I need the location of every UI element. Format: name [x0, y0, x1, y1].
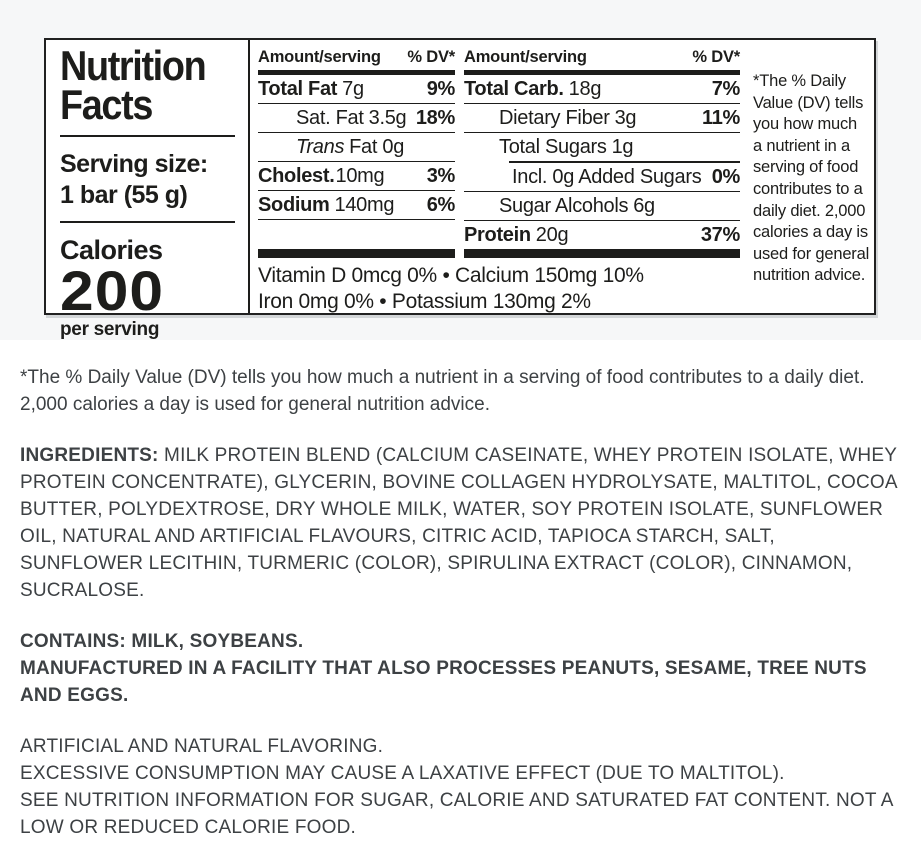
dv-note-paragraph: *The % Daily Value (DV) tells you how mu…	[20, 367, 865, 415]
nutrient-name: Incl. 0g Added Sugars	[512, 165, 702, 188]
ingredients-label: INGREDIENTS:	[20, 445, 159, 466]
ingredients-paragraph: INGREDIENTS: MILK PROTEIN BLEND (CALCIUM…	[20, 442, 899, 604]
nutrient-row-total-carb: Total Carb. 18g 7%	[464, 75, 740, 104]
header-percent-dv: % DV*	[692, 48, 740, 66]
calories-value: 200	[60, 259, 165, 323]
nutrient-dv: 7%	[711, 78, 741, 100]
nutrient-row-trans-fat: Trans Fat 0g	[258, 133, 455, 162]
nutrient-amount: 3g	[614, 107, 637, 129]
nutrient-amount: 20g	[535, 223, 569, 246]
nutrient-row-cholesterol: Cholest. 10mg 3%	[258, 162, 455, 191]
nutrient-name: Sodium	[258, 194, 330, 216]
nutrient-dv: 0%	[711, 165, 741, 188]
vitamins-line-2: Iron 0mg 0% • Potassium 130mg 2%	[258, 290, 591, 314]
calories-label: Calories	[60, 235, 163, 266]
left-column-divider	[60, 221, 235, 224]
serving-size-label: Serving size:	[60, 150, 208, 179]
allergen-paragraph: CONTAINS: MILK, SOYBEANS. MANUFACTURED I…	[20, 628, 899, 709]
dv-footnote: *The % Daily Value (DV) tells you how mu…	[753, 72, 870, 285]
vitamins-line-1: Vitamin D 0mcg 0% • Calcium 150mg 10%	[258, 263, 644, 287]
warning-laxative: EXCESSIVE CONSUMPTION MAY CAUSE A LAXATI…	[20, 763, 785, 784]
nutrient-dv: 6%	[426, 194, 456, 216]
label-title: Nutrition Facts	[60, 42, 218, 129]
label-center: Amount/serving % DV* Total Fat 7g 9% Sat…	[250, 40, 750, 313]
nutrient-amount: 6g	[633, 194, 655, 217]
nutrient-amount: 3.5g	[368, 107, 407, 129]
contains-statement: CONTAINS: MILK, SOYBEANS.	[20, 631, 304, 652]
nutrient-name: Cholest.	[258, 165, 335, 187]
nutrient-columns: Amount/serving % DV* Total Fat 7g 9% Sat…	[258, 44, 740, 258]
column-carbs: Amount/serving % DV* Total Carb. 18g 7% …	[464, 44, 740, 258]
thick-separator	[258, 248, 455, 258]
nutrient-amount: 140mg	[334, 194, 395, 216]
nutrient-amount: 1g	[611, 136, 634, 158]
nutrient-dv: 37%	[700, 223, 740, 246]
nutrient-row-sugar-alcohols: Sugar Alcohols 6g	[464, 192, 740, 221]
facility-statement: MANUFACTURED IN A FACILITY THAT ALSO PRO…	[20, 658, 867, 706]
column-fats: Amount/serving % DV* Total Fat 7g 9% Sat…	[258, 44, 455, 258]
nutrient-name: Sat. Fat	[296, 107, 364, 129]
label-title-line2: Facts	[60, 81, 153, 129]
nutrient-amount: 10mg	[335, 165, 385, 187]
calories-per-serving: per serving	[60, 319, 160, 341]
ingredients-list: MILK PROTEIN BLEND (CALCIUM CASEINATE, W…	[20, 445, 897, 601]
nutrient-dv: 11%	[701, 107, 740, 129]
calories-block: Calories 200 per serving	[60, 236, 235, 341]
nutrient-name: Dietary Fiber	[499, 107, 610, 129]
nutrient-row-sodium: Sodium 140mg 6%	[258, 191, 455, 220]
nutrient-row-total-fat: Total Fat 7g 9%	[258, 75, 455, 104]
warnings-paragraph: ARTIFICIAL AND NATURAL FLAVORING. EXCESS…	[20, 733, 899, 841]
nutrient-row-sat-fat: Sat. Fat 3.5g 18%	[258, 104, 455, 133]
nutrient-dv: 3%	[426, 165, 456, 187]
nutrient-row-protein: Protein 20g 37%	[464, 221, 740, 249]
serving-size: Serving size: 1 bar (55 g)	[60, 149, 235, 210]
warning-flavoring: ARTIFICIAL AND NATURAL FLAVORING.	[20, 736, 384, 757]
nutrient-row-added-sugars: Incl. 0g Added Sugars 0%	[464, 163, 740, 192]
thick-separator	[464, 248, 740, 258]
body-text-section: *The % Daily Value (DV) tells you how mu…	[0, 340, 921, 861]
column-header: Amount/serving % DV*	[258, 44, 455, 75]
left-column-divider	[60, 135, 235, 138]
nutrition-facts-label: Nutrition Facts Serving size: 1 bar (55 …	[44, 38, 876, 340]
nutrient-row-total-sugars: Total Sugars 1g	[464, 133, 740, 161]
label-left-column: Nutrition Facts Serving size: 1 bar (55 …	[46, 40, 250, 340]
nutrient-dv: 18%	[415, 107, 455, 129]
nutrient-row-dietary-fiber: Dietary Fiber 3g 11%	[464, 104, 740, 133]
nutrient-name: Total Fat	[258, 78, 338, 100]
nutrient-name: Trans	[296, 136, 345, 158]
nutrient-name: Protein	[464, 223, 531, 246]
header-amount-serving: Amount/serving	[258, 48, 381, 66]
nutrient-amount: 7g	[342, 78, 364, 100]
label-title-line1: Nutrition	[60, 42, 207, 89]
nutrient-amount: Fat 0g	[349, 136, 405, 158]
serving-size-value: 1 bar (55 g)	[60, 180, 188, 209]
header-amount-serving: Amount/serving	[464, 48, 587, 66]
label-section: Nutrition Facts Serving size: 1 bar (55 …	[0, 0, 921, 340]
header-percent-dv: % DV*	[407, 48, 455, 66]
column-header: Amount/serving % DV*	[464, 44, 740, 75]
nutrient-name: Total Carb.	[464, 78, 564, 100]
nutrient-name: Total Sugars	[499, 136, 607, 158]
nutrient-name: Sugar Alcohols	[499, 194, 629, 217]
warning-nutrition-info: SEE NUTRITION INFORMATION FOR SUGAR, CAL…	[20, 790, 893, 838]
nutrient-amount: 18g	[568, 78, 602, 100]
indented-separator	[509, 161, 740, 163]
column-filler	[258, 220, 455, 249]
vitamins-section: Vitamin D 0mcg 0% • Calcium 150mg 10% Ir…	[258, 258, 740, 323]
nutrient-dv: 9%	[426, 78, 456, 100]
